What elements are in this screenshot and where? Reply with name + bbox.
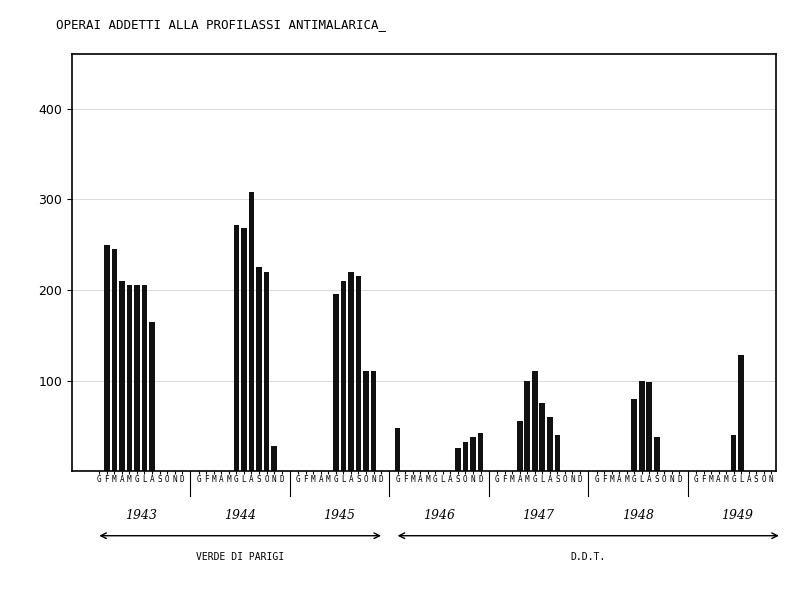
Text: 1945: 1945 <box>324 509 356 522</box>
Bar <box>333 294 338 471</box>
Bar <box>341 281 346 471</box>
Text: 1947: 1947 <box>522 509 554 522</box>
Bar <box>731 435 737 471</box>
Text: 1944: 1944 <box>224 509 256 522</box>
Bar <box>356 277 362 471</box>
Bar <box>264 272 270 471</box>
Bar <box>554 435 560 471</box>
Bar <box>532 371 538 471</box>
Bar <box>517 422 522 471</box>
Text: OPERAI ADDETTI ALLA PROFILASSI ANTIMALARICA_: OPERAI ADDETTI ALLA PROFILASSI ANTIMALAR… <box>56 18 386 31</box>
Bar <box>462 442 468 471</box>
Bar <box>256 267 262 471</box>
Bar <box>478 433 483 471</box>
Bar <box>348 272 354 471</box>
Bar <box>639 381 645 471</box>
Bar <box>134 286 140 471</box>
Bar <box>370 371 376 471</box>
Bar <box>249 192 254 471</box>
Text: 1946: 1946 <box>423 509 455 522</box>
Text: VERDE DI PARIGI: VERDE DI PARIGI <box>196 553 284 562</box>
Text: 1949: 1949 <box>722 509 754 522</box>
Bar <box>654 437 660 471</box>
Bar <box>111 249 117 471</box>
Bar <box>395 428 401 471</box>
Bar <box>119 281 125 471</box>
Bar <box>104 245 110 471</box>
Bar <box>455 448 461 471</box>
Bar <box>631 399 637 471</box>
Bar <box>271 446 277 471</box>
Bar <box>646 382 652 471</box>
Bar <box>738 355 744 471</box>
Bar <box>470 437 476 471</box>
Bar <box>539 403 545 471</box>
Bar <box>142 286 147 471</box>
Bar <box>363 371 369 471</box>
Bar <box>241 228 246 471</box>
Text: 1948: 1948 <box>622 509 654 522</box>
Bar <box>524 381 530 471</box>
Bar <box>126 286 132 471</box>
Text: 1943: 1943 <box>125 509 157 522</box>
Bar <box>234 225 239 471</box>
Bar <box>150 321 155 471</box>
Bar <box>547 417 553 471</box>
Text: D.D.T.: D.D.T. <box>570 553 606 562</box>
